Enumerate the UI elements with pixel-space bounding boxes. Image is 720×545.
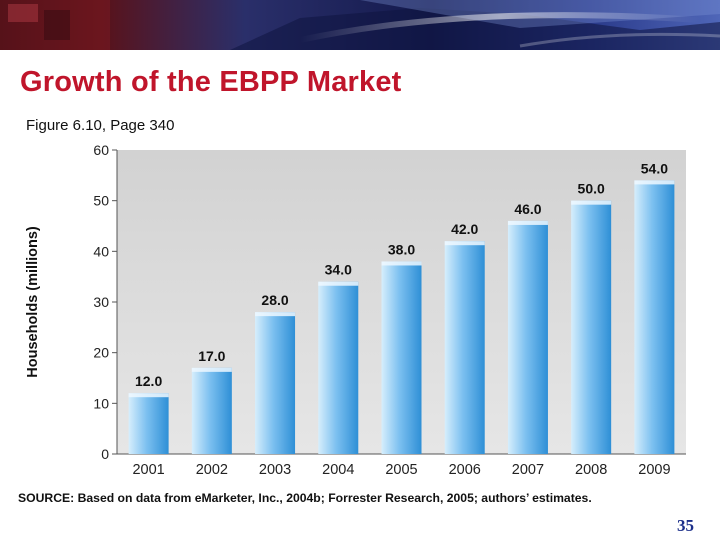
y-tick-label: 0 (101, 446, 109, 462)
x-tick-label: 2009 (638, 462, 670, 478)
page-number: 35 (677, 516, 694, 535)
bar-series: 12.0 17.0 28.0 34.0 38.0 42.0 46.0 50.0 54.0 (128, 160, 675, 454)
y-axis-title: Households (millions) (25, 226, 41, 378)
bar-value-label: 54.0 (641, 160, 668, 176)
y-tick-label: 50 (93, 193, 109, 209)
bar-value-label: 12.0 (135, 373, 162, 389)
bar-2006 (444, 241, 485, 454)
bar-top-highlight (128, 393, 169, 398)
y-tick-label: 30 (93, 294, 109, 310)
x-tick-label: 2002 (196, 462, 228, 478)
bar-2004 (318, 281, 359, 454)
slide-title: Growth of the EBPP Market (20, 66, 402, 98)
source-note: SOURCE: Based on data from eMarketer, In… (18, 491, 592, 505)
y-tick-label: 60 (93, 142, 109, 158)
x-tick-label: 2003 (259, 462, 291, 478)
bar-top-highlight (191, 367, 232, 372)
x-tick-label: 2006 (449, 462, 481, 478)
x-tick-label: 2005 (385, 462, 417, 478)
bar-top-highlight (255, 312, 296, 317)
bar-top-highlight (634, 180, 675, 185)
bar-value-label: 28.0 (261, 292, 288, 308)
banner-decoration (0, 0, 720, 50)
y-tick-label: 20 (93, 345, 109, 361)
bar-2008 (571, 200, 612, 454)
bar-value-label: 38.0 (388, 241, 415, 257)
header-banner (0, 0, 720, 50)
x-tick-label: 2007 (512, 462, 544, 478)
x-axis-ticks: 2001 2002 2003 2004 2005 2006 2007 2008 2009 (132, 462, 670, 478)
y-tick-label: 10 (93, 395, 109, 411)
bar-value-label: 17.0 (198, 348, 225, 364)
x-tick-label: 2001 (132, 462, 164, 478)
bar-top-highlight (507, 220, 548, 225)
bar-value-label: 42.0 (451, 221, 478, 237)
x-tick-label: 2004 (322, 462, 354, 478)
figure-reference: Figure 6.10, Page 340 (26, 117, 175, 134)
bar-2005 (381, 261, 422, 454)
bar-value-label: 50.0 (578, 181, 605, 197)
bar-top-highlight (444, 241, 485, 246)
bar-value-label: 46.0 (514, 201, 541, 217)
bar-top-highlight (318, 281, 359, 286)
y-axis-ticks: 0 10 20 30 40 50 60 (93, 142, 117, 462)
bar-top-highlight (381, 261, 422, 266)
bar-2002 (191, 367, 232, 454)
bar-2009 (634, 180, 675, 454)
bar-2003 (255, 312, 296, 454)
x-tick-label: 2008 (575, 462, 607, 478)
y-tick-label: 40 (93, 243, 109, 259)
bar-2001 (128, 393, 169, 454)
bar-2007 (507, 220, 548, 454)
bar-top-highlight (571, 200, 612, 205)
bar-value-label: 34.0 (325, 262, 352, 278)
